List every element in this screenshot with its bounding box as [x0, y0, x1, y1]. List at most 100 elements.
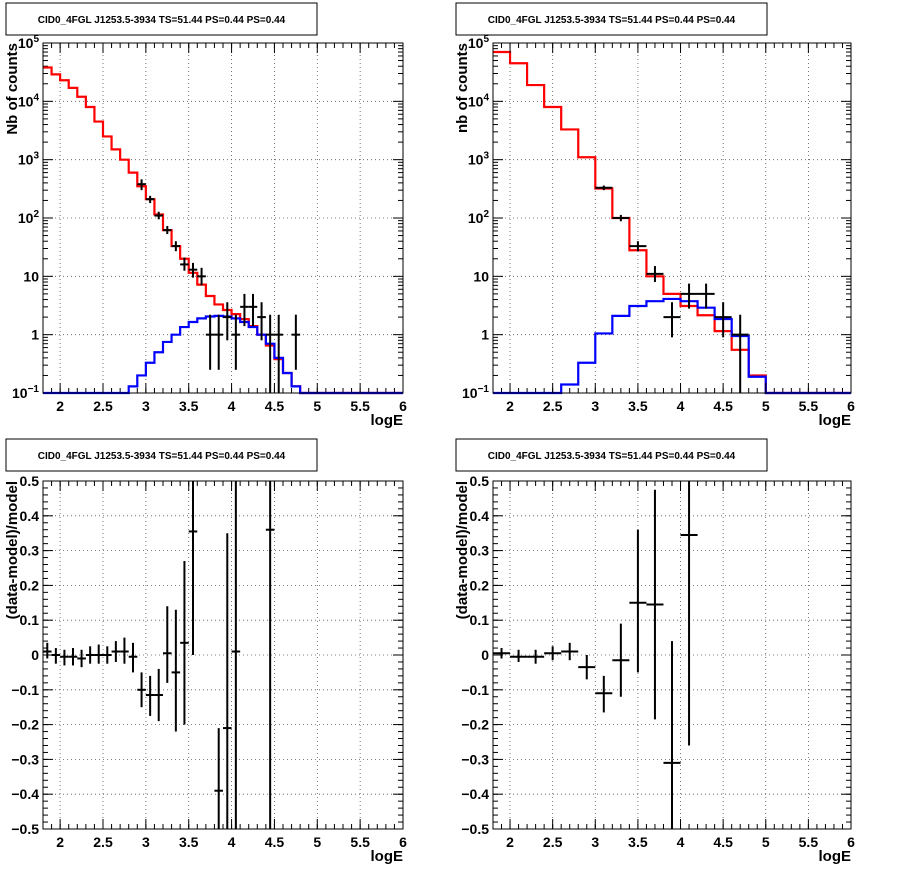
chart-title-box — [455, 438, 768, 472]
series-line-red — [43, 66, 403, 395]
data-point — [646, 266, 664, 282]
data-point — [248, 293, 258, 327]
data-point — [595, 675, 613, 713]
data-point — [544, 646, 562, 661]
data-point — [214, 728, 223, 829]
data-point — [180, 257, 189, 271]
data-point — [103, 646, 112, 664]
data-point — [111, 641, 121, 662]
data-point — [527, 649, 545, 664]
x-tick-label: 3 — [142, 398, 150, 414]
data-point — [171, 241, 181, 252]
y-tick-label: 0.5 — [20, 473, 40, 489]
x-tick-label: 2 — [506, 398, 514, 414]
data-point — [612, 623, 630, 697]
x-tick-label: 5.5 — [799, 834, 819, 850]
x-tick-label: 2.5 — [543, 398, 563, 414]
x-tick-label: 4 — [677, 398, 685, 414]
data-point — [145, 675, 155, 716]
data-point — [265, 481, 275, 829]
x-tick-label: 5 — [313, 398, 321, 414]
chart-panel-bottom-left: 2 2.5 3 3.5 4 4.5 5 5.5 6 −0.5 −0.4 −0.3 −0.2 −0.1 0 0.… — [4, 438, 407, 865]
y-tick-label: −0.5 — [461, 821, 489, 837]
data-point — [51, 648, 61, 664]
x-tick-label: 4 — [677, 834, 685, 850]
data-point — [223, 302, 232, 341]
data-point — [60, 649, 69, 666]
data-point — [94, 644, 103, 664]
data-point — [128, 642, 138, 673]
x-tick-label: 6 — [399, 398, 407, 414]
y-tick-label: 105 — [468, 34, 490, 51]
chart-title: CID0_4FGL J1253.5-3934 TS=51.44 PS=0.44 … — [38, 15, 286, 26]
data-point — [680, 481, 698, 746]
x-tick-label: 5.5 — [799, 398, 819, 414]
x-tick-label: 2 — [56, 398, 64, 414]
data-point — [231, 481, 241, 829]
y-tick-label: 10−1 — [462, 384, 489, 401]
chart-panel-bottom-right: 2 2.5 3 3.5 4 4.5 5 5.5 6 −0.5 −0.4 −0.3 −0.2 −0.1 0 0.… — [454, 438, 855, 865]
chart-title-box — [5, 2, 318, 36]
data-point — [265, 314, 275, 393]
x-tick-label: 2 — [506, 834, 514, 850]
y-tick-label: 10 — [23, 268, 39, 284]
data-point — [85, 646, 95, 664]
y-tick-label: 104 — [18, 92, 40, 109]
y-axis-title: Nb of counts — [4, 43, 21, 135]
x-tick-label: 3.5 — [179, 398, 199, 414]
x-tick-label: 3 — [142, 834, 150, 850]
chart-title-box — [5, 438, 318, 472]
y-tick-label: 0 — [481, 647, 489, 663]
data-point — [180, 561, 189, 725]
data-point — [188, 481, 198, 655]
data-point — [612, 214, 630, 222]
data-point — [205, 314, 215, 370]
y-tick-label: −0.3 — [11, 751, 39, 767]
y-tick-label: 0.3 — [20, 543, 40, 559]
y-tick-label: 0.2 — [20, 577, 40, 593]
x-tick-label: 6 — [847, 398, 855, 414]
chart-title-box — [455, 2, 768, 36]
y-tick-label: 0.4 — [20, 508, 40, 524]
y-tick-label: −0.3 — [461, 751, 489, 767]
data-point — [629, 529, 647, 673]
x-tick-label: 5 — [762, 398, 770, 414]
data-point — [257, 302, 266, 341]
x-axis-title: logE — [371, 848, 404, 865]
y-tick-label: −0.4 — [11, 786, 39, 802]
data-point — [154, 211, 163, 220]
y-tick-label: 103 — [468, 151, 490, 168]
x-tick-label: 3.5 — [179, 834, 199, 850]
data-point — [731, 314, 749, 393]
data-point — [231, 314, 241, 370]
x-tick-label: 5 — [313, 834, 321, 850]
chart-panel-top-right: 2 2.5 3 3.5 4 4.5 5 5.5 6 10−1 1 10 102 103 104 105 logE… — [454, 2, 855, 429]
y-tick-label: 0 — [31, 647, 39, 663]
data-point — [68, 648, 78, 666]
data-point — [510, 649, 528, 662]
series-line-blue — [43, 314, 403, 395]
x-tick-label: 2.5 — [543, 834, 563, 850]
y-tick-label: 0.5 — [470, 473, 490, 489]
data-point — [663, 641, 681, 829]
chart-title: CID0_4FGL J1253.5-3934 TS=51.44 PS=0.44 … — [38, 451, 286, 462]
y-tick-label: −0.1 — [11, 682, 39, 698]
data-point — [595, 185, 613, 191]
data-point — [663, 302, 681, 338]
x-tick-label: 4 — [228, 834, 236, 850]
x-tick-label: 4.5 — [713, 398, 733, 414]
data-point — [561, 642, 579, 661]
x-axis-title: logE — [819, 412, 852, 429]
y-tick-label: −0.2 — [11, 717, 39, 733]
y-tick-label: 102 — [468, 209, 490, 226]
data-point — [197, 267, 206, 286]
x-tick-label: 5 — [762, 834, 770, 850]
y-tick-label: 0.3 — [470, 543, 490, 559]
x-tick-label: 2.5 — [93, 398, 113, 414]
data-point — [274, 314, 283, 393]
x-tick-label: 2.5 — [93, 834, 113, 850]
data-point — [43, 642, 52, 659]
x-tick-label: 5.5 — [350, 398, 370, 414]
y-tick-label: 103 — [18, 151, 40, 168]
